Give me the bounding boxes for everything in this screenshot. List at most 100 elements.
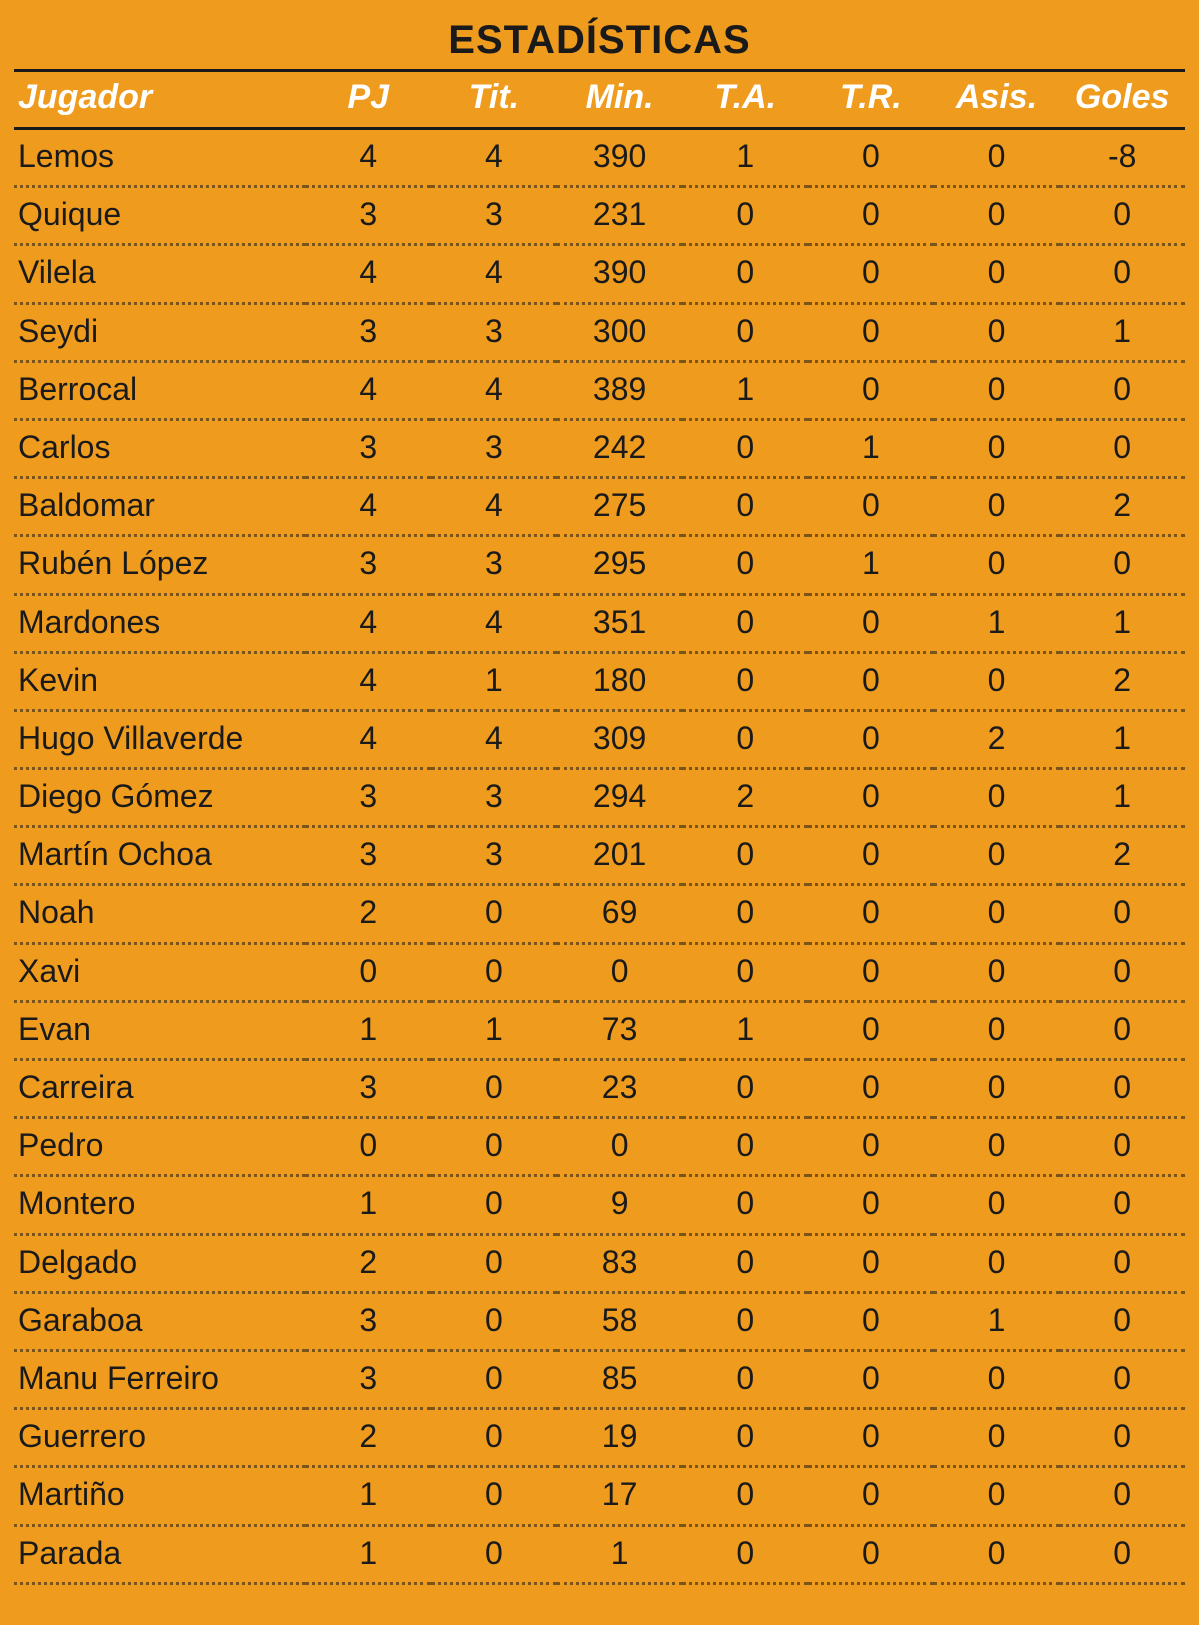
cell-value: 1 [682, 361, 808, 419]
cell-value: 0 [1059, 245, 1185, 303]
stats-table: Jugador PJ Tit. Min. T.A. T.R. Asis. Gol… [14, 69, 1185, 1585]
cell-value: 0 [682, 1234, 808, 1292]
cell-value: 3 [431, 303, 557, 361]
cell-value: 0 [305, 1118, 431, 1176]
cell-value: 4 [305, 652, 431, 710]
cell-value: 389 [557, 361, 683, 419]
cell-value: 1 [557, 1525, 683, 1583]
cell-value: 85 [557, 1350, 683, 1408]
cell-value: 0 [431, 1409, 557, 1467]
cell-value: 3 [431, 536, 557, 594]
cell-value: 3 [431, 187, 557, 245]
cell-value: 1 [305, 1176, 431, 1234]
table-row: Kevin411800002 [14, 652, 1185, 710]
cell-value: 0 [431, 1350, 557, 1408]
cell-value: 1 [431, 652, 557, 710]
cell-jugador: Delgado [14, 1234, 305, 1292]
cell-value: 1 [1059, 710, 1185, 768]
cell-value: 309 [557, 710, 683, 768]
cell-value: 0 [682, 710, 808, 768]
cell-value: 3 [431, 419, 557, 477]
cell-value: 0 [431, 885, 557, 943]
cell-value: 0 [682, 1525, 808, 1583]
cell-value: 0 [808, 361, 934, 419]
cell-jugador: Carlos [14, 419, 305, 477]
cell-value: 3 [431, 769, 557, 827]
table-row: Pedro0000000 [14, 1118, 1185, 1176]
cell-value: 0 [1059, 1409, 1185, 1467]
cell-value: 0 [431, 1292, 557, 1350]
cell-value: 0 [934, 827, 1060, 885]
cell-value: 0 [808, 1060, 934, 1118]
cell-value: 0 [934, 187, 1060, 245]
cell-value: 1 [808, 536, 934, 594]
cell-value: 19 [557, 1409, 683, 1467]
cell-value: 0 [1059, 419, 1185, 477]
cell-value: 0 [682, 187, 808, 245]
cell-value: 0 [934, 478, 1060, 536]
cell-value: 0 [808, 1467, 934, 1525]
cell-value: 0 [808, 652, 934, 710]
cell-jugador: Rubén López [14, 536, 305, 594]
cell-value: 1 [934, 1292, 1060, 1350]
cell-value: 390 [557, 129, 683, 187]
cell-value: 0 [934, 1350, 1060, 1408]
table-row: Montero1090000 [14, 1176, 1185, 1234]
cell-jugador: Mardones [14, 594, 305, 652]
cell-value: 0 [682, 1467, 808, 1525]
cell-jugador: Garaboa [14, 1292, 305, 1350]
cell-jugador: Vilela [14, 245, 305, 303]
cell-value: 4 [305, 129, 431, 187]
table-row: Martín Ochoa332010002 [14, 827, 1185, 885]
cell-value: 0 [1059, 1001, 1185, 1059]
cell-value: 0 [808, 885, 934, 943]
cell-value: 0 [808, 187, 934, 245]
cell-jugador: Montero [14, 1176, 305, 1234]
cell-value: 242 [557, 419, 683, 477]
cell-value: 0 [934, 245, 1060, 303]
cell-value: 1 [305, 1525, 431, 1583]
cell-value: 9 [557, 1176, 683, 1234]
cell-value: 0 [934, 652, 1060, 710]
cell-value: 0 [934, 1001, 1060, 1059]
cell-value: 275 [557, 478, 683, 536]
cell-value: 295 [557, 536, 683, 594]
cell-value: 0 [934, 1118, 1060, 1176]
table-row: Carlos332420100 [14, 419, 1185, 477]
cell-jugador: Berrocal [14, 361, 305, 419]
cell-value: 0 [808, 1525, 934, 1583]
cell-value: 3 [305, 187, 431, 245]
cell-jugador: Xavi [14, 943, 305, 1001]
cell-jugador: Kevin [14, 652, 305, 710]
table-row: Parada1010000 [14, 1525, 1185, 1583]
cell-value: 0 [682, 536, 808, 594]
cell-value: 4 [305, 361, 431, 419]
cell-value: 0 [934, 1234, 1060, 1292]
cell-value: 0 [1059, 885, 1185, 943]
cell-value: 0 [682, 652, 808, 710]
cell-jugador: Evan [14, 1001, 305, 1059]
cell-value: 0 [431, 943, 557, 1001]
cell-value: 4 [305, 594, 431, 652]
cell-value: 3 [305, 536, 431, 594]
cell-value: 0 [1059, 1350, 1185, 1408]
table-row: Delgado20830000 [14, 1234, 1185, 1292]
cell-jugador: Seydi [14, 303, 305, 361]
cell-value: 2 [1059, 478, 1185, 536]
cell-value: 1 [1059, 769, 1185, 827]
cell-value: 3 [305, 1350, 431, 1408]
cell-value: 1 [682, 129, 808, 187]
cell-value: 0 [808, 1176, 934, 1234]
cell-value: 0 [682, 1118, 808, 1176]
cell-value: 0 [808, 594, 934, 652]
col-goles: Goles [1059, 71, 1185, 129]
cell-value: -8 [1059, 129, 1185, 187]
cell-value: 0 [305, 943, 431, 1001]
cell-value: 83 [557, 1234, 683, 1292]
cell-value: 2 [934, 710, 1060, 768]
col-ta: T.A. [682, 71, 808, 129]
table-row: Martiño10170000 [14, 1467, 1185, 1525]
col-tit: Tit. [431, 71, 557, 129]
table-row: Vilela443900000 [14, 245, 1185, 303]
cell-value: 2 [1059, 652, 1185, 710]
